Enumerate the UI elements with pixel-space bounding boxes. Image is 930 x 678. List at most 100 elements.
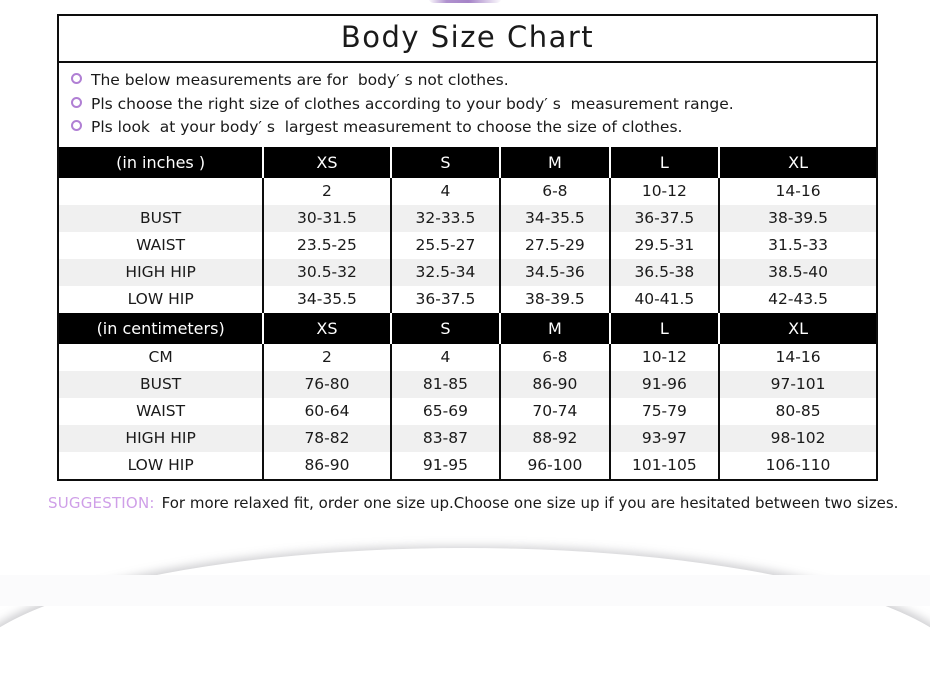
cell-l: 36-37.5 bbox=[608, 204, 720, 232]
note-item: The below measurements are for body′ s n… bbox=[71, 69, 876, 93]
suggestion-line: SUGGESTION: For more relaxed fit, order o… bbox=[48, 494, 898, 514]
cell-m: 96-100 bbox=[499, 451, 610, 479]
table-row: LOW HIP 34-35.5 36-37.5 38-39.5 40-41.5 … bbox=[59, 285, 876, 313]
cell-xs: 30-31.5 bbox=[262, 204, 391, 232]
row-label: HIGH HIP bbox=[59, 424, 264, 452]
table-row: HIGH HIP 78-82 83-87 88-92 93-97 98-102 bbox=[59, 424, 876, 452]
cell-s: 91-95 bbox=[389, 451, 501, 479]
cell-l: 29.5-31 bbox=[608, 231, 720, 259]
table-row: LOW HIP 86-90 91-95 96-100 101-105 106-1… bbox=[59, 451, 876, 479]
row-label: BUST bbox=[59, 370, 264, 398]
page-title: Body Size Chart bbox=[59, 16, 876, 64]
size-header-l: L bbox=[608, 312, 720, 344]
table-header-row-centimeters: (in centimeters) XS S M L XL bbox=[59, 312, 876, 344]
bottom-background-fill bbox=[0, 575, 930, 606]
table-row: BUST 30-31.5 32-33.5 34-35.5 36-37.5 38-… bbox=[59, 204, 876, 232]
cell-xs: 34-35.5 bbox=[262, 285, 391, 313]
cell-xs: 76-80 bbox=[262, 370, 391, 398]
cell-m: 38-39.5 bbox=[499, 285, 610, 313]
size-table-inches: (in inches ) XS S M L XL 2 4 6-8 10-12 1… bbox=[59, 146, 876, 313]
cell-m: 6-8 bbox=[499, 343, 610, 371]
table-row: WAIST 23.5-25 25.5-27 27.5-29 29.5-31 31… bbox=[59, 231, 876, 259]
bottom-curve-divider bbox=[0, 548, 930, 678]
row-label: CM bbox=[59, 343, 264, 371]
cell-m: 70-74 bbox=[499, 397, 610, 425]
cell-xs: 2 bbox=[262, 177, 391, 205]
cell-m: 88-92 bbox=[499, 424, 610, 452]
suggestion-label: SUGGESTION: bbox=[48, 494, 155, 512]
row-label bbox=[59, 177, 264, 205]
cell-l: 36.5-38 bbox=[608, 258, 720, 286]
table-row: CM 2 4 6-8 10-12 14-16 bbox=[59, 343, 876, 371]
size-table-centimeters: (in centimeters) XS S M L XL CM 2 4 6-8 … bbox=[59, 312, 876, 479]
cell-l: 75-79 bbox=[608, 397, 720, 425]
row-label: WAIST bbox=[59, 397, 264, 425]
note-text: Pls look at your body′ s largest measure… bbox=[91, 118, 683, 137]
cell-m: 27.5-29 bbox=[499, 231, 610, 259]
size-header-m: M bbox=[499, 146, 610, 178]
cell-s: 32-33.5 bbox=[389, 204, 501, 232]
table-row: WAIST 60-64 65-69 70-74 75-79 80-85 bbox=[59, 397, 876, 425]
cell-l: 10-12 bbox=[608, 343, 720, 371]
cell-m: 6-8 bbox=[499, 177, 610, 205]
cell-s: 4 bbox=[389, 177, 501, 205]
note-item: Pls choose the right size of clothes acc… bbox=[71, 93, 876, 117]
cell-xl: 38.5-40 bbox=[718, 258, 876, 286]
cell-l: 40-41.5 bbox=[608, 285, 720, 313]
cell-xl: 42-43.5 bbox=[718, 285, 876, 313]
cell-xl: 14-16 bbox=[718, 177, 876, 205]
cell-xl: 31.5-33 bbox=[718, 231, 876, 259]
cell-xs: 30.5-32 bbox=[262, 258, 391, 286]
size-header-xl: XL bbox=[718, 312, 876, 344]
row-label: HIGH HIP bbox=[59, 258, 264, 286]
bullet-circle-icon bbox=[71, 73, 82, 85]
cell-l: 10-12 bbox=[608, 177, 720, 205]
unit-label-inches: (in inches ) bbox=[59, 146, 264, 178]
note-text: The below measurements are for body′ s n… bbox=[91, 71, 509, 90]
row-label: LOW HIP bbox=[59, 451, 264, 479]
bullet-circle-icon bbox=[71, 120, 82, 132]
size-header-s: S bbox=[389, 312, 501, 344]
cell-xs: 86-90 bbox=[262, 451, 391, 479]
cell-xs: 2 bbox=[262, 343, 391, 371]
cell-xl: 97-101 bbox=[718, 370, 876, 398]
cell-l: 91-96 bbox=[608, 370, 720, 398]
note-item: Pls look at your body′ s largest measure… bbox=[71, 116, 876, 140]
cell-l: 93-97 bbox=[608, 424, 720, 452]
cell-xl: 14-16 bbox=[718, 343, 876, 371]
cell-s: 65-69 bbox=[389, 397, 501, 425]
cell-xl: 80-85 bbox=[718, 397, 876, 425]
table-row: BUST 76-80 81-85 86-90 91-96 97-101 bbox=[59, 370, 876, 398]
cell-m: 86-90 bbox=[499, 370, 610, 398]
bullet-circle-icon bbox=[71, 96, 82, 108]
cell-xl: 98-102 bbox=[718, 424, 876, 452]
cell-s: 36-37.5 bbox=[389, 285, 501, 313]
cell-s: 83-87 bbox=[389, 424, 501, 452]
cell-l: 101-105 bbox=[608, 451, 720, 479]
table-header-row-inches: (in inches ) XS S M L XL bbox=[59, 146, 876, 178]
cell-m: 34-35.5 bbox=[499, 204, 610, 232]
cell-xs: 60-64 bbox=[262, 397, 391, 425]
table-row: 2 4 6-8 10-12 14-16 bbox=[59, 177, 876, 205]
cell-xl: 106-110 bbox=[718, 451, 876, 479]
cell-s: 81-85 bbox=[389, 370, 501, 398]
cell-xs: 23.5-25 bbox=[262, 231, 391, 259]
size-chart-panel: Body Size Chart The below measurements a… bbox=[57, 14, 878, 481]
cell-s: 32.5-34 bbox=[389, 258, 501, 286]
size-header-m: M bbox=[499, 312, 610, 344]
cell-s: 4 bbox=[389, 343, 501, 371]
suggestion-text: For more relaxed fit, order one size up.… bbox=[161, 494, 899, 512]
row-label: LOW HIP bbox=[59, 285, 264, 313]
cell-xl: 38-39.5 bbox=[718, 204, 876, 232]
size-header-l: L bbox=[608, 146, 720, 178]
row-label: WAIST bbox=[59, 231, 264, 259]
note-text: Pls choose the right size of clothes acc… bbox=[91, 94, 734, 113]
size-header-xl: XL bbox=[718, 146, 876, 178]
cell-m: 34.5-36 bbox=[499, 258, 610, 286]
size-header-xs: XS bbox=[262, 146, 391, 178]
table-row: HIGH HIP 30.5-32 32.5-34 34.5-36 36.5-38… bbox=[59, 258, 876, 286]
notes-list: The below measurements are for body′ s n… bbox=[59, 63, 876, 147]
cell-xs: 78-82 bbox=[262, 424, 391, 452]
top-purple-bar-fragment bbox=[428, 0, 502, 3]
cell-s: 25.5-27 bbox=[389, 231, 501, 259]
